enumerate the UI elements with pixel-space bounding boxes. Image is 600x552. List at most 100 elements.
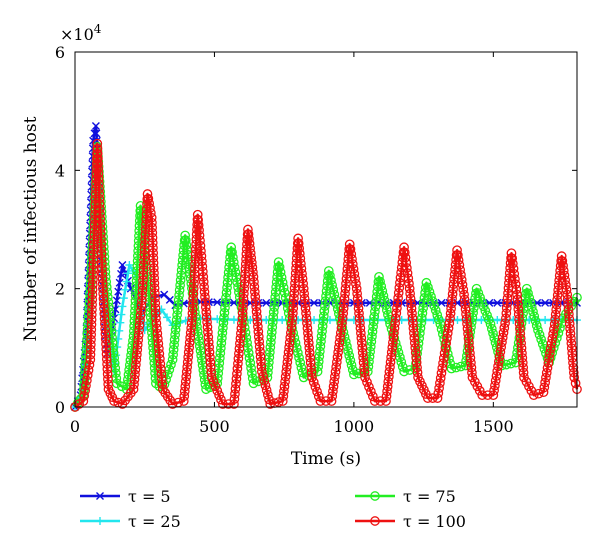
series-point (283, 347, 294, 358)
y-axis-label: Number of infectious host (21, 116, 41, 341)
series-point (330, 366, 341, 377)
legend: τ = 5 τ = 25 τ = 75 τ = 100 (80, 487, 466, 531)
series-point (87, 304, 97, 315)
series-point (200, 297, 211, 307)
series-point (238, 298, 249, 309)
series-point (566, 338, 577, 349)
series-point (216, 394, 226, 405)
series-point (129, 374, 140, 385)
series-point (461, 309, 471, 319)
series-point (393, 347, 404, 358)
series-point (228, 252, 238, 263)
series-point (203, 332, 214, 343)
series-point (257, 366, 267, 377)
plot-frame (74, 51, 578, 408)
series-point (394, 282, 405, 293)
series-point (92, 148, 103, 159)
series-point (251, 306, 262, 317)
series-point (375, 396, 386, 406)
series-point (102, 359, 112, 369)
series-point (115, 278, 124, 287)
series-point (486, 323, 497, 334)
series-point (86, 314, 97, 325)
series-point (300, 298, 310, 309)
series-point (148, 242, 158, 253)
series-point (222, 277, 233, 288)
series-point (456, 270, 466, 280)
series-point (331, 362, 342, 372)
series-point (310, 316, 319, 325)
series-point (399, 247, 410, 258)
series-point (224, 257, 235, 268)
series-point (459, 294, 470, 305)
series-point (294, 243, 305, 254)
series-point (253, 331, 264, 342)
series-point (85, 354, 96, 365)
series-point (182, 362, 193, 372)
series-point (228, 257, 239, 268)
series-point (230, 384, 241, 394)
series-point (435, 378, 445, 388)
series-point (313, 391, 324, 402)
series-point (548, 329, 558, 339)
series-point (99, 303, 109, 314)
series-point (103, 379, 114, 390)
series-point (252, 311, 262, 322)
series-point (155, 359, 166, 369)
series-point (131, 286, 141, 296)
legend-label: τ = 75 (403, 487, 456, 506)
series-point (543, 358, 554, 368)
series-point (254, 341, 265, 352)
series-point (338, 308, 349, 319)
legend-marker (96, 492, 104, 500)
series-point (493, 316, 502, 325)
series-point (362, 377, 372, 387)
series-point (95, 223, 106, 234)
series-point (480, 306, 491, 316)
series-point (338, 303, 349, 314)
series-point (501, 303, 512, 314)
series-point (100, 329, 111, 339)
series-point (320, 301, 330, 311)
series-point (302, 318, 312, 329)
series-point (150, 293, 160, 303)
series-point (279, 381, 290, 392)
series-point (526, 302, 537, 312)
series-point (448, 284, 458, 294)
series-point (123, 369, 134, 380)
series-point (399, 366, 409, 377)
series-point (460, 304, 471, 315)
series-point (156, 369, 167, 379)
series-point (424, 287, 435, 297)
series-point (492, 366, 503, 376)
series-point (412, 362, 422, 373)
series-point (155, 353, 165, 364)
series-point (87, 294, 98, 305)
series-point (97, 278, 108, 289)
series-point (183, 254, 194, 265)
series-point (516, 338, 526, 349)
tick-layer: 0 500 1000 1500 0 2 4 6 (55, 43, 577, 436)
series-point (352, 293, 363, 304)
series-point (332, 352, 343, 363)
series-point (335, 313, 345, 324)
series-point (128, 384, 139, 395)
series-point (137, 285, 148, 296)
series-point (267, 317, 278, 328)
series-point (524, 293, 535, 303)
series-point (419, 293, 430, 303)
series-point (516, 343, 527, 354)
series-point (550, 309, 561, 320)
series-point (101, 354, 112, 364)
series-point (231, 373, 242, 384)
series-point (244, 234, 254, 244)
series-point (199, 282, 209, 292)
series-point (272, 272, 282, 282)
series-point (132, 340, 143, 350)
series-point (185, 332, 196, 343)
series-point (307, 372, 317, 383)
series-point (177, 260, 187, 271)
series-point (438, 353, 449, 364)
series-point (427, 393, 438, 403)
series-point (463, 328, 473, 339)
